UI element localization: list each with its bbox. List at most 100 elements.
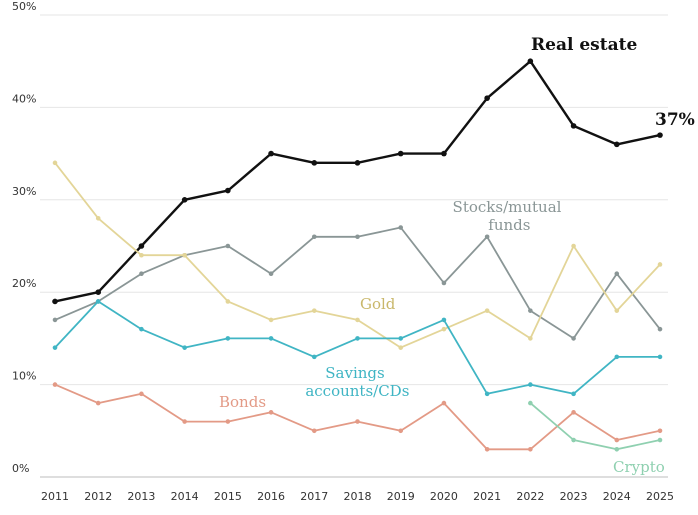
data-point-bonds <box>484 446 490 452</box>
data-point-real-estate <box>181 197 188 203</box>
series-label-gold: Gold <box>360 295 396 313</box>
x-tick-label: 2022 <box>516 490 544 503</box>
x-tick-label: 2021 <box>473 490 501 503</box>
y-tick-label: 50% <box>12 0 36 13</box>
x-tick-label: 2018 <box>344 490 372 503</box>
data-point-real-estate <box>311 160 318 166</box>
data-point-real-estate <box>225 187 231 194</box>
x-tick-label: 2023 <box>560 490 588 503</box>
x-tick-label: 2024 <box>603 490 631 503</box>
data-point-real-estate <box>484 95 490 101</box>
data-point-gold <box>571 243 576 249</box>
data-point-bonds <box>571 410 576 415</box>
data-point-stocks-mutual-funds <box>398 225 404 230</box>
data-point-real-estate <box>657 132 663 138</box>
data-point-gold <box>182 252 187 258</box>
data-point-gold <box>268 317 274 323</box>
series-label-crypto: Crypto <box>613 458 665 476</box>
data-point-savings-accounts-cds <box>225 336 231 341</box>
data-point-bonds <box>52 382 58 387</box>
data-point-real-estate <box>95 289 102 296</box>
data-point-savings-accounts-cds <box>441 317 447 323</box>
x-tick-label: 2025 <box>646 490 674 503</box>
series-label-real-estate: Real estate <box>531 35 637 55</box>
data-point-savings-accounts-cds <box>528 382 533 387</box>
data-point-gold <box>139 252 144 258</box>
x-tick-label: 2019 <box>387 490 415 503</box>
series-line-crypto <box>529 402 661 451</box>
data-point-bonds <box>95 400 101 406</box>
real-estate-end-value-label: 37% <box>655 110 695 130</box>
data-point-crypto <box>528 400 533 406</box>
data-point-stocks-mutual-funds <box>52 317 58 323</box>
data-point-bonds <box>311 428 317 434</box>
data-point-bonds <box>139 391 144 397</box>
data-point-gold <box>441 326 447 332</box>
data-point-bonds <box>398 428 404 434</box>
x-tick-label: 2020 <box>430 490 458 503</box>
data-point-stocks-mutual-funds <box>355 234 360 240</box>
data-point-bonds <box>225 419 231 424</box>
data-point-bonds <box>614 437 620 443</box>
data-point-savings-accounts-cds <box>52 345 58 350</box>
data-point-gold <box>225 299 231 304</box>
y-tick-label: 0% <box>12 462 29 475</box>
data-point-stocks-mutual-funds <box>528 308 533 313</box>
x-tick-label: 2014 <box>171 490 199 503</box>
data-point-crypto <box>571 437 576 443</box>
x-tick-label: 2016 <box>257 490 285 503</box>
data-point-real-estate <box>527 58 534 64</box>
data-point-stocks-mutual-funds <box>441 280 447 286</box>
data-point-savings-accounts-cds <box>398 336 404 341</box>
series-label-stocks: Stocks/mutual funds <box>453 198 562 234</box>
data-point-real-estate <box>570 123 577 129</box>
data-point-real-estate <box>397 150 404 157</box>
x-tick-label: 2011 <box>41 490 69 503</box>
data-point-gold <box>484 308 490 313</box>
series-label-bonds: Bonds <box>219 393 266 411</box>
data-point-real-estate <box>52 298 58 305</box>
data-point-real-estate <box>441 150 447 157</box>
data-point-savings-accounts-cds <box>614 354 620 360</box>
data-point-bonds <box>182 419 187 424</box>
data-point-gold <box>657 262 663 267</box>
data-point-savings-accounts-cds <box>657 354 663 360</box>
data-point-savings-accounts-cds <box>484 391 490 397</box>
y-tick-label: 20% <box>12 277 36 290</box>
data-point-bonds <box>528 446 533 452</box>
y-tick-label: 40% <box>12 92 36 105</box>
data-point-stocks-mutual-funds <box>484 234 490 240</box>
data-point-gold <box>95 215 101 221</box>
data-point-savings-accounts-cds <box>139 326 144 332</box>
data-point-crypto <box>614 446 620 452</box>
data-point-gold <box>355 317 360 323</box>
data-point-gold <box>311 308 317 313</box>
data-point-gold <box>398 345 404 350</box>
series-label-savings: Savings accounts/CDs <box>301 364 410 400</box>
data-point-crypto <box>657 437 663 443</box>
y-tick-label: 10% <box>12 370 36 383</box>
data-point-savings-accounts-cds <box>311 354 317 360</box>
x-tick-label: 2017 <box>300 490 328 503</box>
data-point-real-estate <box>268 150 274 157</box>
data-point-stocks-mutual-funds <box>139 271 144 277</box>
data-point-bonds <box>657 428 663 434</box>
data-point-savings-accounts-cds <box>268 336 274 341</box>
x-tick-label: 2012 <box>84 490 112 503</box>
data-point-savings-accounts-cds <box>571 391 576 397</box>
data-point-bonds <box>268 410 274 415</box>
data-point-stocks-mutual-funds <box>311 234 317 240</box>
data-point-stocks-mutual-funds <box>614 271 620 277</box>
data-point-savings-accounts-cds <box>355 336 360 341</box>
x-tick-label: 2015 <box>214 490 242 503</box>
data-point-real-estate <box>613 141 620 148</box>
data-point-real-estate <box>354 160 361 166</box>
data-point-stocks-mutual-funds <box>657 326 663 332</box>
x-tick-label: 2013 <box>127 490 155 503</box>
data-point-bonds <box>355 419 360 424</box>
data-point-gold <box>52 160 58 166</box>
data-point-bonds <box>441 400 447 406</box>
data-point-savings-accounts-cds <box>95 299 101 304</box>
series-line-real-estate <box>53 60 662 303</box>
